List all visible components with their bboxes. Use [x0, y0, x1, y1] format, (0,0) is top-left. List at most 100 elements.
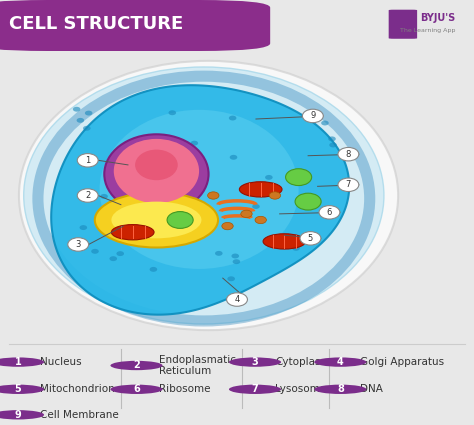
Circle shape	[184, 231, 191, 236]
Circle shape	[229, 357, 281, 367]
Circle shape	[208, 192, 219, 199]
Text: Lysosome: Lysosome	[275, 384, 326, 394]
Circle shape	[314, 357, 366, 367]
Circle shape	[109, 256, 117, 261]
Circle shape	[85, 110, 92, 116]
Circle shape	[68, 238, 89, 251]
Circle shape	[77, 118, 84, 123]
Circle shape	[215, 251, 223, 256]
Circle shape	[117, 251, 124, 256]
Circle shape	[233, 259, 240, 264]
Circle shape	[150, 267, 157, 272]
Circle shape	[137, 163, 145, 168]
Text: 6: 6	[133, 384, 140, 394]
Text: CELL STRUCTURE: CELL STRUCTURE	[9, 15, 184, 34]
Circle shape	[149, 189, 157, 193]
Circle shape	[228, 276, 235, 281]
Circle shape	[241, 210, 252, 218]
Text: Mitochondrion: Mitochondrion	[40, 384, 115, 394]
Text: 1: 1	[15, 357, 21, 367]
Text: Endoplasmatic
Reticulum: Endoplasmatic Reticulum	[159, 355, 236, 376]
Circle shape	[227, 293, 247, 306]
Circle shape	[73, 107, 81, 112]
Circle shape	[77, 153, 98, 167]
Ellipse shape	[114, 139, 199, 203]
Circle shape	[319, 206, 340, 219]
Circle shape	[152, 190, 159, 194]
Circle shape	[0, 410, 44, 419]
Text: Golgi Apparatus: Golgi Apparatus	[360, 357, 444, 367]
Text: Ribosome: Ribosome	[159, 384, 210, 394]
Circle shape	[338, 147, 359, 161]
Text: 3: 3	[252, 357, 258, 367]
Circle shape	[255, 216, 266, 224]
Text: 5: 5	[308, 234, 313, 243]
Circle shape	[329, 142, 337, 147]
Text: 7: 7	[346, 180, 351, 189]
Circle shape	[91, 249, 99, 254]
Ellipse shape	[95, 193, 218, 247]
Circle shape	[229, 385, 281, 394]
Text: Cell Membrane: Cell Membrane	[40, 410, 119, 420]
Ellipse shape	[19, 61, 398, 330]
Ellipse shape	[111, 224, 154, 240]
Text: 6: 6	[327, 208, 332, 217]
Circle shape	[168, 110, 176, 115]
Circle shape	[0, 385, 44, 394]
Text: 1: 1	[85, 156, 91, 165]
Circle shape	[100, 194, 108, 199]
Ellipse shape	[24, 67, 384, 324]
Ellipse shape	[111, 201, 201, 238]
Ellipse shape	[263, 234, 306, 249]
Ellipse shape	[285, 169, 312, 186]
Text: DNA: DNA	[360, 384, 383, 394]
Text: 9: 9	[15, 410, 21, 420]
Circle shape	[321, 121, 329, 125]
Text: BYJU'S: BYJU'S	[420, 13, 455, 23]
FancyBboxPatch shape	[0, 0, 270, 51]
Text: Cytoplasm: Cytoplasm	[275, 357, 330, 367]
Ellipse shape	[135, 150, 178, 180]
Text: 5: 5	[15, 384, 21, 394]
Text: 8: 8	[346, 150, 351, 159]
Text: 7: 7	[252, 384, 258, 394]
Circle shape	[302, 109, 323, 123]
Text: The Learning App: The Learning App	[400, 28, 455, 33]
Ellipse shape	[239, 182, 282, 197]
Circle shape	[314, 385, 366, 394]
Circle shape	[231, 254, 239, 258]
Circle shape	[292, 246, 300, 251]
Text: 2: 2	[133, 360, 140, 371]
Text: 4: 4	[234, 295, 240, 304]
Circle shape	[222, 222, 233, 230]
Circle shape	[83, 126, 91, 131]
Circle shape	[146, 218, 154, 222]
Circle shape	[191, 141, 198, 146]
Text: 4: 4	[337, 357, 344, 367]
Circle shape	[265, 175, 273, 180]
Circle shape	[328, 136, 336, 142]
Circle shape	[230, 155, 237, 160]
Text: 3: 3	[75, 240, 81, 249]
Ellipse shape	[295, 193, 321, 210]
Circle shape	[77, 189, 98, 202]
Circle shape	[110, 361, 163, 370]
Circle shape	[338, 178, 359, 192]
Circle shape	[269, 192, 281, 199]
Text: 2: 2	[85, 191, 91, 200]
Ellipse shape	[104, 134, 209, 214]
Ellipse shape	[167, 212, 193, 228]
Polygon shape	[51, 85, 349, 314]
Circle shape	[121, 190, 129, 196]
Circle shape	[252, 204, 260, 209]
FancyBboxPatch shape	[389, 10, 417, 39]
Text: 9: 9	[310, 111, 316, 120]
Circle shape	[110, 385, 163, 394]
Circle shape	[229, 116, 237, 121]
Circle shape	[80, 225, 87, 230]
Circle shape	[0, 357, 44, 367]
Ellipse shape	[100, 110, 299, 269]
Circle shape	[300, 232, 321, 245]
Text: Nucleus: Nucleus	[40, 357, 82, 367]
Text: 8: 8	[337, 384, 344, 394]
